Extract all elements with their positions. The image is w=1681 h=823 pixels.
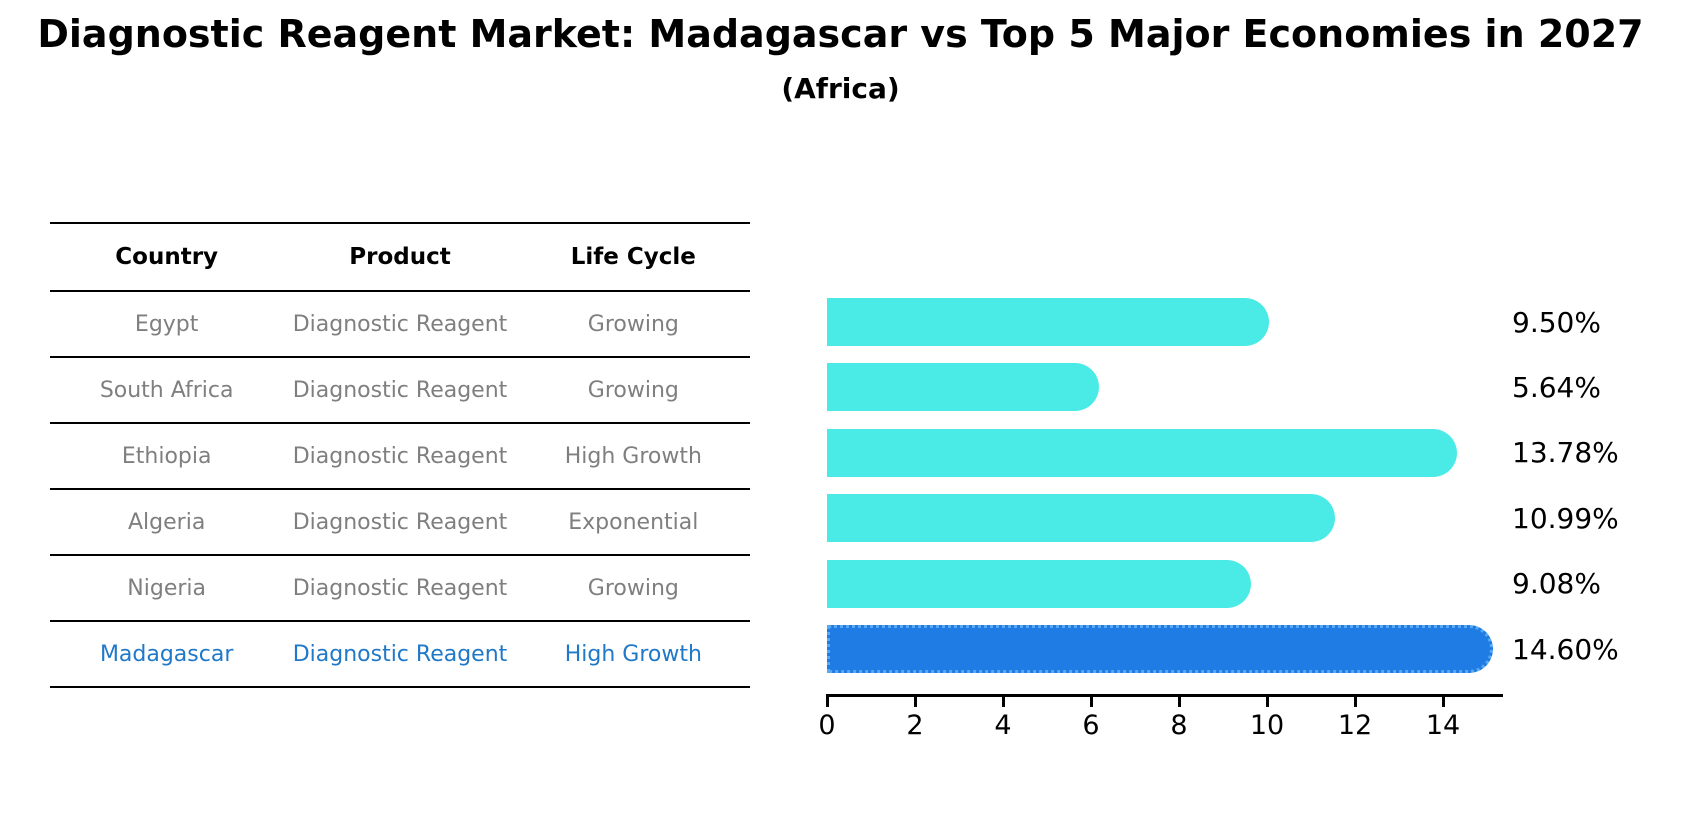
cell-product: Diagnostic Reagent xyxy=(292,509,508,535)
chart-title: Diagnostic Reagent Market: Madagascar vs… xyxy=(37,12,1644,56)
cell-product: Diagnostic Reagent xyxy=(292,575,508,601)
cell-product: Diagnostic Reagent xyxy=(292,311,508,337)
x-tick-label: 8 xyxy=(1170,710,1188,741)
cell-life-cycle: Exponential xyxy=(568,509,699,535)
cell-country: Algeria xyxy=(128,509,206,535)
chart-subtitle: (Africa) xyxy=(781,72,900,105)
x-tick-mark xyxy=(913,697,917,707)
x-tick-label: 14 xyxy=(1425,710,1461,741)
cell-product: Diagnostic Reagent xyxy=(292,377,508,403)
bar-egypt xyxy=(827,298,1269,346)
bar-madagascar xyxy=(827,625,1494,673)
cell-product: Diagnostic Reagent xyxy=(292,443,508,469)
column-header-life-cycle: Life Cycle xyxy=(570,244,696,270)
cell-country: Egypt xyxy=(134,311,199,337)
bar-nigeria xyxy=(827,559,1251,608)
country-table: Country Product Life Cycle Egypt Diagnos… xyxy=(50,222,750,688)
table-row-egypt: Egypt Diagnostic Reagent Growing xyxy=(50,292,750,358)
x-tick-label: 2 xyxy=(906,710,924,741)
bar-algeria xyxy=(827,494,1335,543)
x-tick-mark xyxy=(1177,697,1181,707)
column-header-country: Country xyxy=(115,244,219,270)
x-tick-mark xyxy=(1441,697,1445,707)
column-header-product: Product xyxy=(349,244,451,270)
cell-country: Ethiopia xyxy=(121,443,212,469)
table-row-madagascar: Madagascar Diagnostic Reagent High Growt… xyxy=(50,622,750,688)
x-tick-mark xyxy=(1089,697,1093,707)
cell-life-cycle: Growing xyxy=(587,311,679,337)
x-tick-mark xyxy=(1353,697,1357,707)
cell-country: Madagascar xyxy=(99,641,234,667)
cell-country: Nigeria xyxy=(127,575,207,601)
table-row-ethiopia: Ethiopia Diagnostic Reagent High Growth xyxy=(50,424,750,490)
x-tick-label: 12 xyxy=(1337,710,1373,741)
cell-life-cycle: High Growth xyxy=(564,443,702,469)
table-header-row: Country Product Life Cycle xyxy=(50,224,750,292)
table-row-nigeria: Nigeria Diagnostic Reagent Growing xyxy=(50,556,750,622)
x-tick-label: 6 xyxy=(1082,710,1100,741)
cell-country: South Africa xyxy=(99,377,234,403)
table-row-algeria: Algeria Diagnostic Reagent Exponential xyxy=(50,490,750,556)
x-tick-mark xyxy=(1265,697,1269,707)
x-tick-label: 0 xyxy=(818,710,836,741)
cell-life-cycle: Growing xyxy=(587,377,679,403)
cell-product: Diagnostic Reagent xyxy=(292,641,508,667)
table-row-south-africa: South Africa Diagnostic Reagent Growing xyxy=(50,358,750,424)
cell-life-cycle: Growing xyxy=(587,575,679,601)
bar-ethiopia xyxy=(827,428,1458,477)
x-tick-label: 4 xyxy=(994,710,1012,741)
x-tick-mark xyxy=(1001,697,1005,707)
x-tick-mark xyxy=(825,697,829,707)
cell-life-cycle: High Growth xyxy=(564,641,702,667)
bar-south-africa xyxy=(827,363,1100,412)
x-tick-label: 10 xyxy=(1249,710,1285,741)
x-axis-line xyxy=(826,694,1503,697)
